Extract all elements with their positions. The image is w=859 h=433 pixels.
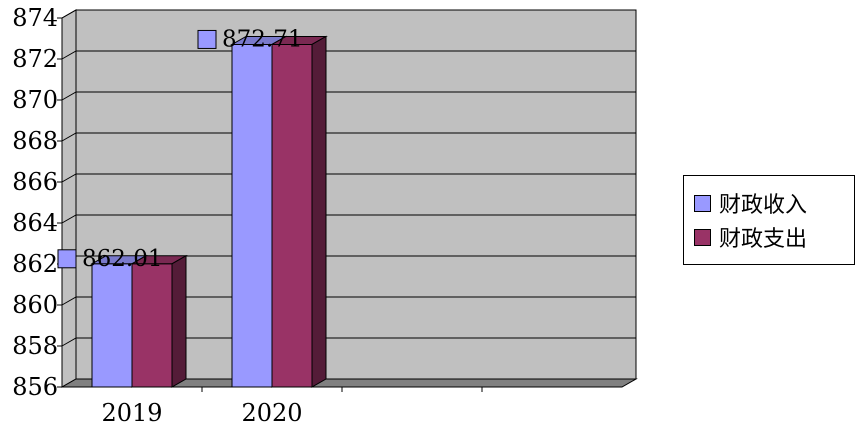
y-tick-label: 870 <box>12 86 58 114</box>
plot-side-wall <box>61 9 77 388</box>
legend-item-income: 财政收入 <box>694 188 807 218</box>
legend-label-income: 财政收入 <box>719 193 808 218</box>
y-tick-label: 862 <box>12 250 58 278</box>
y-tick-label: 858 <box>12 332 58 360</box>
y-tick-label: 866 <box>12 168 58 196</box>
data-label: 872.71 <box>222 26 302 52</box>
y-tick-label: 872 <box>12 45 58 73</box>
gridline <box>61 9 636 19</box>
y-tick-label: 874 <box>12 4 58 32</box>
legend: 财政收入 财政支出 <box>683 175 855 265</box>
data-label-marker <box>57 249 77 269</box>
gridline <box>61 132 636 142</box>
bar-income-2019 <box>91 263 133 388</box>
legend-item-expenditure: 财政支出 <box>694 222 807 252</box>
gridline <box>61 296 636 306</box>
bar-side-face <box>171 254 187 388</box>
gridline <box>61 337 636 347</box>
y-tick-label: 868 <box>12 127 58 155</box>
gridline <box>61 214 636 224</box>
bar-income-2020 <box>231 43 273 388</box>
y-tick-label: 864 <box>12 209 58 237</box>
legend-swatch-expenditure <box>694 228 711 246</box>
data-label: 862.01 <box>82 246 162 272</box>
data-label-marker <box>197 29 217 49</box>
x-tick-label: 2019 <box>101 399 162 427</box>
y-tick-label: 860 <box>12 291 58 319</box>
bar-expenditure-2020 <box>271 43 313 388</box>
bar-side-face <box>311 35 327 388</box>
gridline <box>61 91 636 101</box>
legend-swatch-income <box>694 194 711 212</box>
bar-expenditure-2019 <box>131 263 173 388</box>
x-tick-label: 2020 <box>241 399 302 427</box>
gridline <box>61 50 636 60</box>
gridline <box>61 173 636 183</box>
legend-label-expenditure: 财政支出 <box>719 227 808 252</box>
y-tick-label: 856 <box>12 373 58 401</box>
